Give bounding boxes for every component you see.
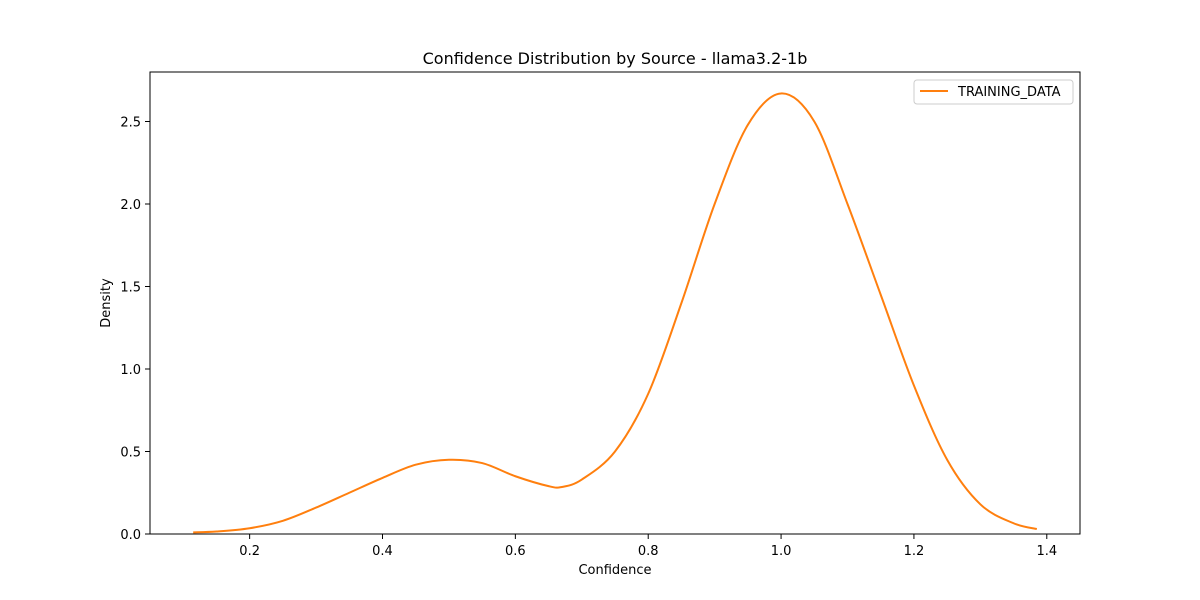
y-tick-label: 0.0 bbox=[120, 528, 141, 543]
y-tick-label: 0.5 bbox=[120, 446, 141, 461]
y-tick-label: 2.5 bbox=[120, 116, 141, 131]
series-layer bbox=[193, 92, 1038, 534]
x-tick-label: 0.8 bbox=[638, 544, 659, 559]
y-tick-label: 2.0 bbox=[120, 198, 141, 213]
legend-label: TRAINING_DATA bbox=[957, 85, 1061, 100]
chart-title: Confidence Distribution by Source - llam… bbox=[423, 49, 808, 68]
x-tick-label: 0.2 bbox=[239, 544, 260, 559]
x-tick-label: 0.4 bbox=[372, 544, 393, 559]
y-axis-ticks: 0.0 0.5 1.0 1.5 2.0 2.5 bbox=[120, 116, 150, 543]
x-axis-title: Confidence bbox=[578, 563, 651, 578]
legend-box bbox=[913, 79, 1074, 105]
y-tick-label: 1.0 bbox=[120, 363, 141, 378]
plot-area bbox=[149, 71, 1081, 535]
x-axis-ticks: 0.2 0.4 0.6 0.8 1.0 1.2 1.4 bbox=[239, 534, 1057, 559]
series-line-0 bbox=[193, 92, 1038, 534]
x-tick-label: 1.4 bbox=[1036, 544, 1057, 559]
y-tick-label: 1.5 bbox=[120, 281, 141, 296]
x-tick-label: 0.6 bbox=[505, 544, 526, 559]
x-tick-label: 1.2 bbox=[904, 544, 925, 559]
legend: TRAINING_DATA bbox=[913, 79, 1074, 105]
y-axis-title: Density bbox=[99, 278, 114, 328]
x-tick-label: 1.0 bbox=[771, 544, 792, 559]
